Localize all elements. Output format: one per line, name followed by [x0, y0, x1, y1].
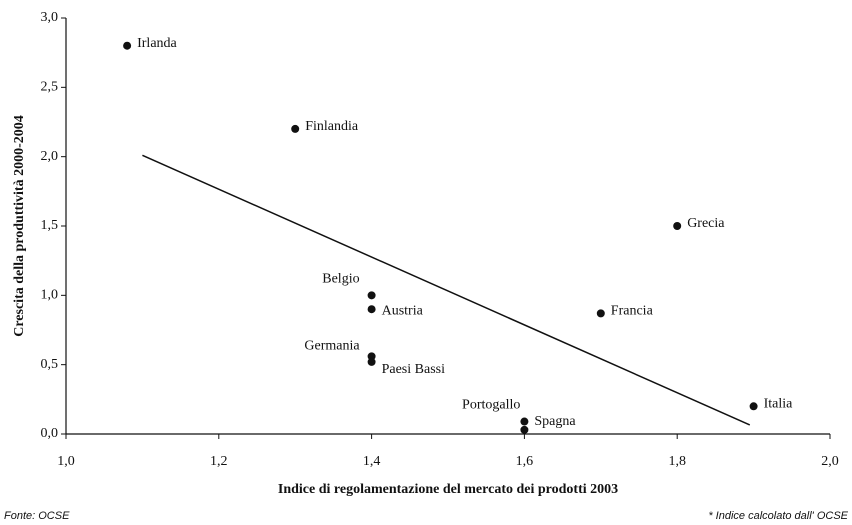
point	[520, 425, 529, 434]
x-tick-label: 1,6	[516, 454, 534, 469]
point-label: Francia	[611, 304, 654, 319]
y-tick-label: 0,5	[41, 357, 59, 372]
point-label: Finlandia	[305, 119, 359, 134]
point	[367, 305, 376, 314]
trend-line	[142, 154, 751, 426]
x-axis-label: Indice di regolamentazione del mercato d…	[278, 482, 618, 497]
y-tick-label: 1,0	[41, 288, 59, 303]
point-label: Irlanda	[137, 36, 177, 51]
point	[749, 402, 758, 411]
point	[367, 357, 376, 366]
point	[367, 291, 376, 300]
point	[520, 417, 529, 426]
y-tick-label: 2,5	[41, 80, 59, 95]
note: * Indice calcolato dall' OCSE	[708, 510, 848, 522]
point	[367, 352, 376, 361]
point-label: Paesi Bassi	[382, 362, 446, 377]
x-tick-label: 1,2	[210, 454, 228, 469]
y-tick-label: 3,0	[41, 10, 59, 25]
source: Fonte: OCSE	[4, 510, 70, 522]
y-tick-label: 2,0	[41, 149, 59, 164]
y-axis-label: Crescita della produttività 2000-2004	[12, 115, 27, 337]
point-label: Belgio	[322, 272, 359, 287]
point	[596, 309, 605, 318]
point	[673, 222, 682, 230]
point-label: Portogallo	[462, 398, 520, 413]
point-label: Spagna	[534, 414, 576, 429]
point	[123, 41, 132, 50]
point-label: Austria	[382, 303, 424, 318]
x-tick-label: 1,0	[57, 454, 75, 469]
y-tick-label: 0,0	[41, 426, 59, 441]
point-label: Germania	[304, 339, 360, 354]
y-tick-label: 1,5	[41, 218, 59, 233]
point-label: Grecia	[687, 216, 725, 231]
point	[291, 124, 300, 133]
point-label: Italia	[764, 396, 794, 411]
x-tick-label: 2,0	[821, 454, 839, 469]
x-tick-label: 1,4	[363, 454, 381, 469]
x-tick-label: 1,8	[668, 454, 686, 469]
